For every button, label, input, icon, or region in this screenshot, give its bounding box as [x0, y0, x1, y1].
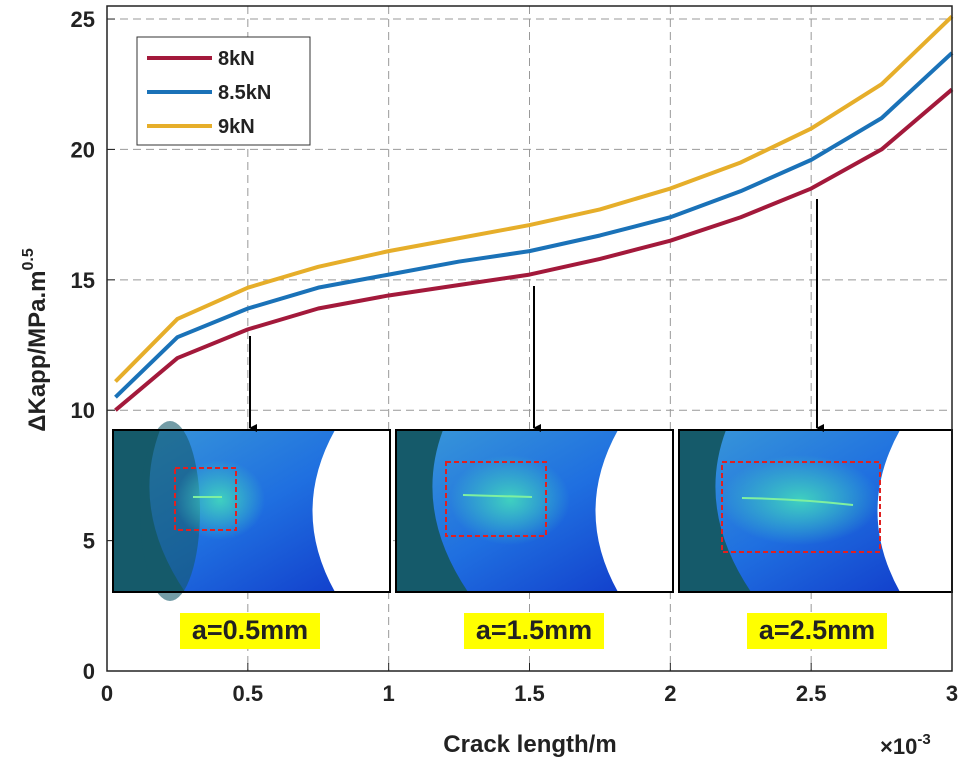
y-axis-label-main: ΔKapp/MPa.m [24, 270, 51, 431]
y-tick-label: 10 [71, 398, 95, 423]
legend-label: 8kN [218, 48, 255, 70]
arrows [250, 199, 817, 428]
legend: 8kN 8.5kN 9kN [137, 37, 310, 145]
y-tick-label: 0 [83, 659, 95, 684]
x-tick-label: 1 [383, 681, 395, 706]
y-tick-label: 15 [71, 268, 95, 293]
x-tick-label: 0.5 [233, 681, 264, 706]
x-axis-label: Crack length/m [443, 731, 616, 758]
x-tick-label: 3 [946, 681, 958, 706]
y-axis-label: ΔKapp/MPa.m0.5 [20, 248, 51, 432]
x-tick-label: 1.5 [514, 681, 545, 706]
inset-panel [396, 430, 673, 592]
annotation: a=1.5mm [476, 615, 592, 645]
x-tick-label: 2.5 [796, 681, 827, 706]
y-axis-label-superscript: 0.5 [20, 248, 37, 270]
annotations: a=0.5mm a=1.5mm a=2.5mm [180, 613, 887, 649]
inset-panel [113, 421, 390, 601]
x-multiplier-base: ×10 [880, 734, 917, 759]
annotation: a=2.5mm [759, 615, 875, 645]
inset-panel [679, 430, 952, 592]
x-multiplier-exponent: -3 [917, 731, 930, 748]
y-tick-label: 5 [83, 529, 95, 554]
y-tick-label: 25 [71, 7, 95, 32]
inset-panels [113, 421, 952, 601]
x-multiplier: ×10-3 [880, 731, 931, 759]
x-tick-label: 2 [664, 681, 676, 706]
chart: 0 0.5 1 1.5 2 2.5 3 0 5 10 15 20 25 [0, 0, 966, 764]
legend-label: 8.5kN [218, 82, 271, 104]
x-tick-label: 0 [101, 681, 113, 706]
y-tick-label: 20 [71, 137, 95, 162]
annotation: a=0.5mm [192, 615, 308, 645]
legend-label: 9kN [218, 116, 255, 138]
